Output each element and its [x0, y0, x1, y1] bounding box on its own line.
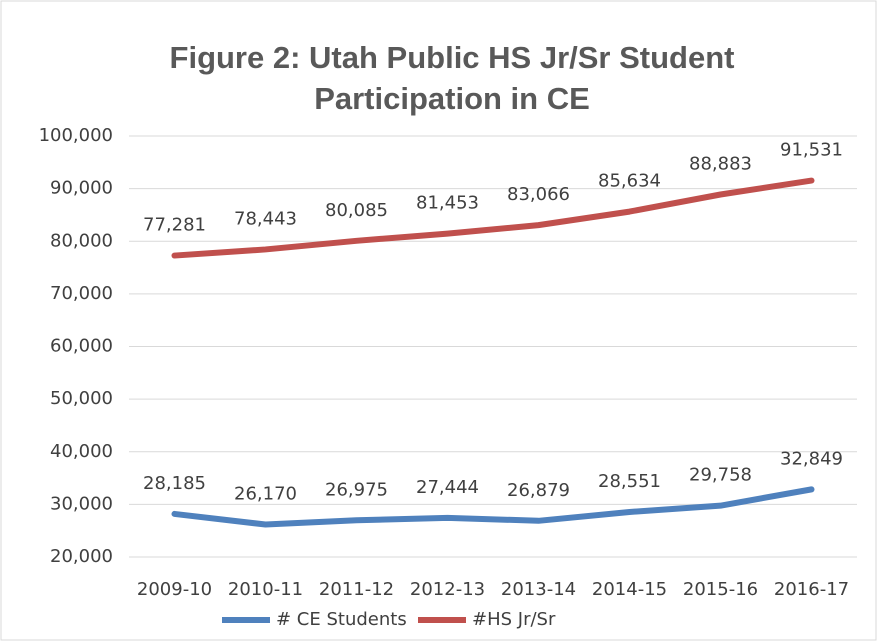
data-label: 26,170 [234, 484, 297, 505]
data-label: 26,975 [325, 479, 388, 500]
x-tick-label: 2015-16 [683, 579, 758, 600]
data-label: 78,443 [234, 208, 297, 229]
y-tick-label: 80,000 [50, 230, 113, 251]
data-label: 81,453 [416, 193, 479, 214]
legend-label: # CE Students [276, 609, 407, 630]
y-tick-label: 40,000 [50, 441, 113, 462]
data-label: 83,066 [507, 184, 570, 205]
data-label: 88,883 [689, 154, 752, 175]
x-tick-label: 2011-12 [319, 579, 394, 600]
data-label: 26,879 [507, 480, 570, 501]
series-line [171, 177, 815, 259]
data-label: 80,085 [325, 200, 388, 221]
chart-title: Figure 2: Utah Public HS Jr/Sr Student [170, 40, 735, 75]
data-label: 28,185 [143, 473, 206, 494]
chart-title: Participation in CE [314, 81, 590, 116]
x-tick-label: 2014-15 [592, 579, 667, 600]
data-label: 91,531 [780, 140, 843, 161]
legend-label: #HS Jr/Sr [472, 609, 556, 630]
data-label: 32,849 [780, 448, 843, 469]
x-tick-label: 2013-14 [501, 579, 576, 600]
y-tick-label: 90,000 [50, 178, 113, 199]
data-label: 27,444 [416, 477, 479, 498]
x-tick-label: 2016-17 [774, 579, 849, 600]
x-tick-label: 2010-11 [228, 579, 303, 600]
y-tick-label: 50,000 [50, 388, 113, 409]
y-tick-label: 20,000 [50, 546, 113, 567]
y-tick-label: 60,000 [50, 336, 113, 357]
series-line [171, 486, 815, 528]
x-tick-label: 2012-13 [410, 579, 485, 600]
data-label: 29,758 [689, 465, 752, 486]
data-label: 28,551 [598, 471, 661, 492]
y-tick-label: 30,000 [50, 493, 113, 514]
data-label: 85,634 [598, 171, 661, 192]
y-tick-label: 70,000 [50, 283, 113, 304]
y-tick-label: 100,000 [39, 125, 113, 146]
x-tick-label: 2009-10 [137, 579, 212, 600]
data-label: 77,281 [143, 215, 206, 236]
